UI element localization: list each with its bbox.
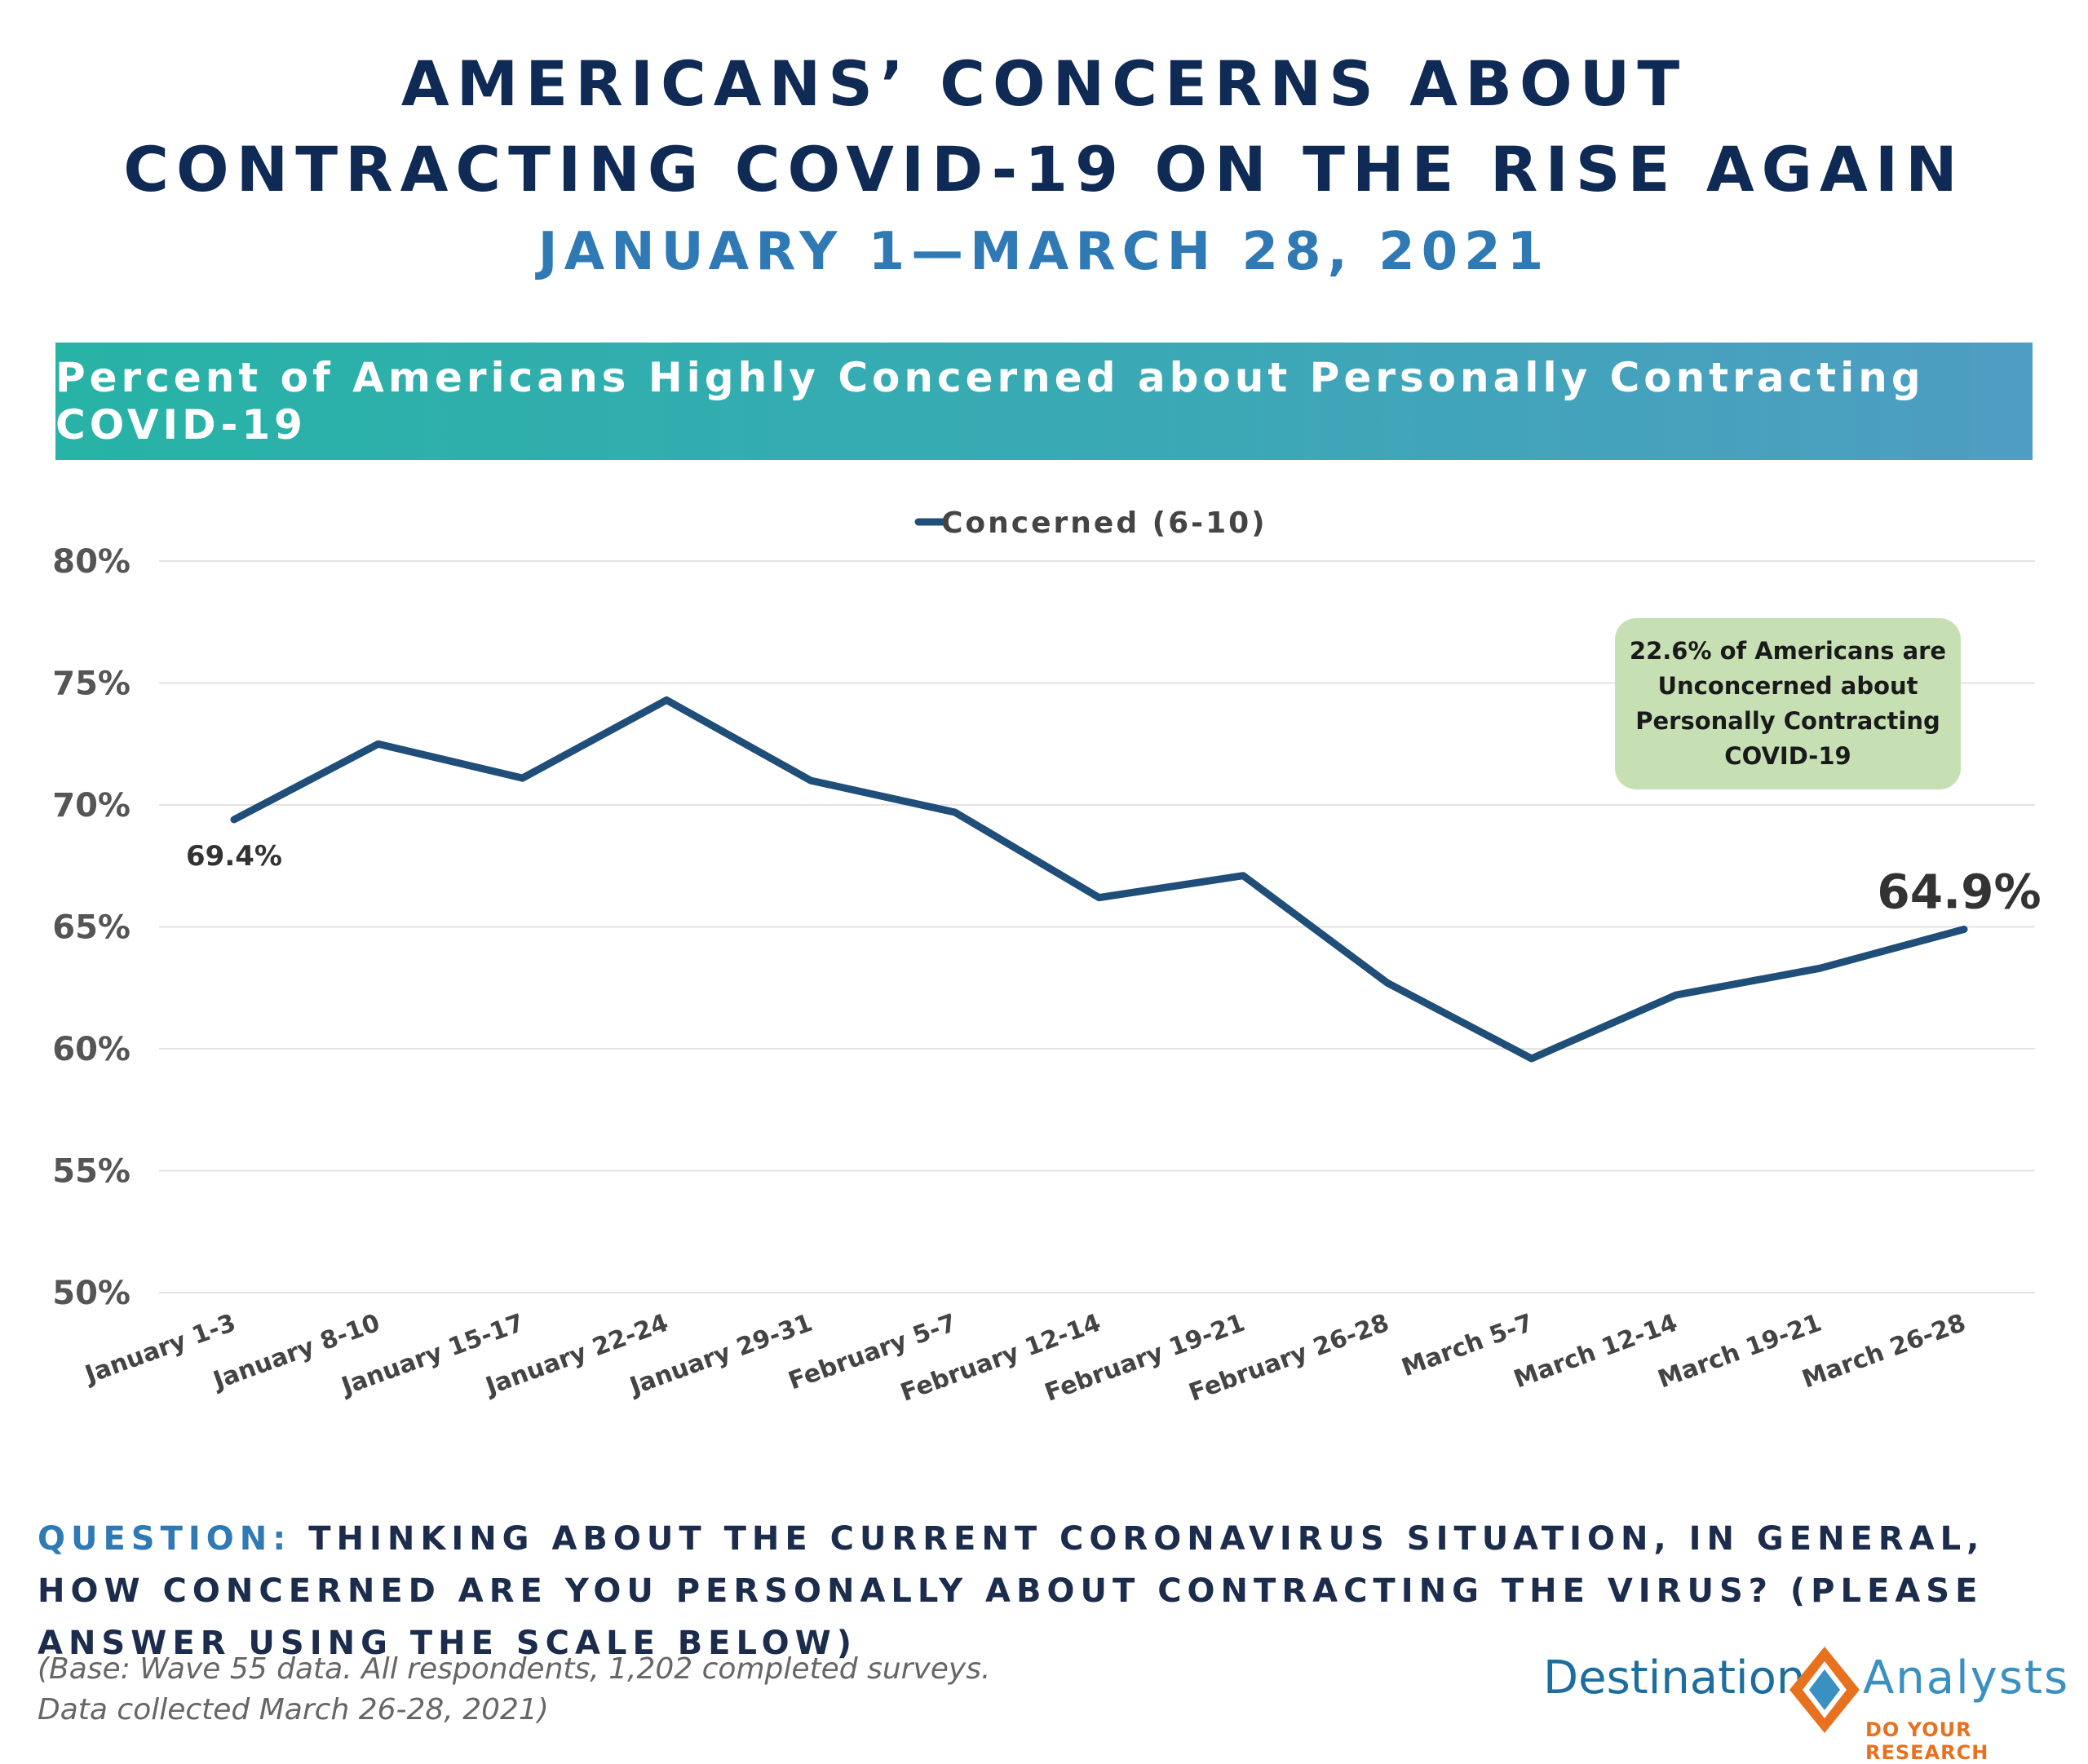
chart-title-line-2: CONTRACTING COVID-19 ON THE RISE AGAIN <box>123 133 1965 206</box>
series-concerned <box>230 696 1968 1063</box>
data-label-last: 64.9% <box>1877 864 2041 919</box>
destination-analysts-logo: Destination Analysts DO YOUR RESEARCH <box>1543 1643 2073 1764</box>
y-tick-label: 70% <box>52 787 130 825</box>
annotation-text: 22.6% of Americans are Unconcerned about… <box>1629 637 1947 770</box>
annotation-callout: 22.6% of Americans are Unconcerned about… <box>1615 618 1961 789</box>
data-point <box>666 699 668 701</box>
x-tick-label: March 12-14 <box>1511 1309 1682 1395</box>
base-note: (Base: Wave 55 data. All respondents, 1,… <box>38 1649 1179 1731</box>
x-tick-label: March 19-21 <box>1654 1309 1825 1395</box>
y-tick-label: 80% <box>52 543 130 581</box>
y-tick-label: 75% <box>52 665 130 703</box>
data-point <box>1819 967 1821 970</box>
base-note-line-2: Data collected March 26-28, 2021) <box>38 1693 549 1726</box>
survey-question: QUESTION: THINKING ABOUT THE CURRENT COR… <box>38 1513 2060 1669</box>
chart-title-line-1: AMERICANS’ CONCERNS ABOUT <box>400 47 1688 120</box>
data-label-first: 69.4% <box>186 840 282 873</box>
y-tick-label: 65% <box>52 909 130 947</box>
legend-label: Concerned (6-10) <box>941 506 1267 540</box>
data-point <box>521 777 524 780</box>
data-point <box>1963 928 1965 931</box>
data-point <box>810 780 812 782</box>
legend: Concerned (6-10) <box>914 506 1267 540</box>
y-tick-label: 50% <box>52 1275 130 1312</box>
y-tick-label: 60% <box>52 1031 130 1068</box>
data-point <box>1387 982 1388 984</box>
line-chart: 50% 55% 60% 65% 70% 75% 80% January 1-3January… <box>52 506 2042 1408</box>
data-point <box>953 811 956 813</box>
base-note-line-1: (Base: Wave 55 data. All respondents, 1,… <box>38 1652 991 1686</box>
logo-text-analysts: Analysts <box>1863 1651 2070 1704</box>
y-tick-label: 55% <box>52 1153 130 1191</box>
logo-tagline: DO YOUR RESEARCH <box>1865 1718 1989 1764</box>
banner-text: Percent of Americans Highly Concerned ab… <box>55 354 1925 449</box>
data-labels: 69.4% 64.9% <box>186 840 2042 920</box>
y-axis: 50% 55% 60% 65% 70% 75% 80% <box>52 543 130 1312</box>
data-point <box>377 743 379 745</box>
question-label: QUESTION: <box>38 1520 292 1558</box>
data-point <box>1674 994 1677 997</box>
question-text: THINKING ABOUT THE CURRENT CORONAVIRUS S… <box>38 1520 1985 1662</box>
logo-text-destination: Destination <box>1543 1651 1806 1704</box>
data-point <box>1098 896 1100 899</box>
gridlines <box>159 560 2035 1293</box>
date-range-subtitle: JANUARY 1—MARCH 28, 2021 <box>537 222 1551 282</box>
data-point <box>1530 1057 1533 1059</box>
chart-banner: Percent of Americans Highly Concerned ab… <box>55 343 2033 460</box>
data-point <box>1242 874 1245 877</box>
diamond-logo-icon <box>1789 1647 1860 1733</box>
x-tick-label: March 26-28 <box>1798 1309 1970 1395</box>
data-point <box>233 818 235 820</box>
